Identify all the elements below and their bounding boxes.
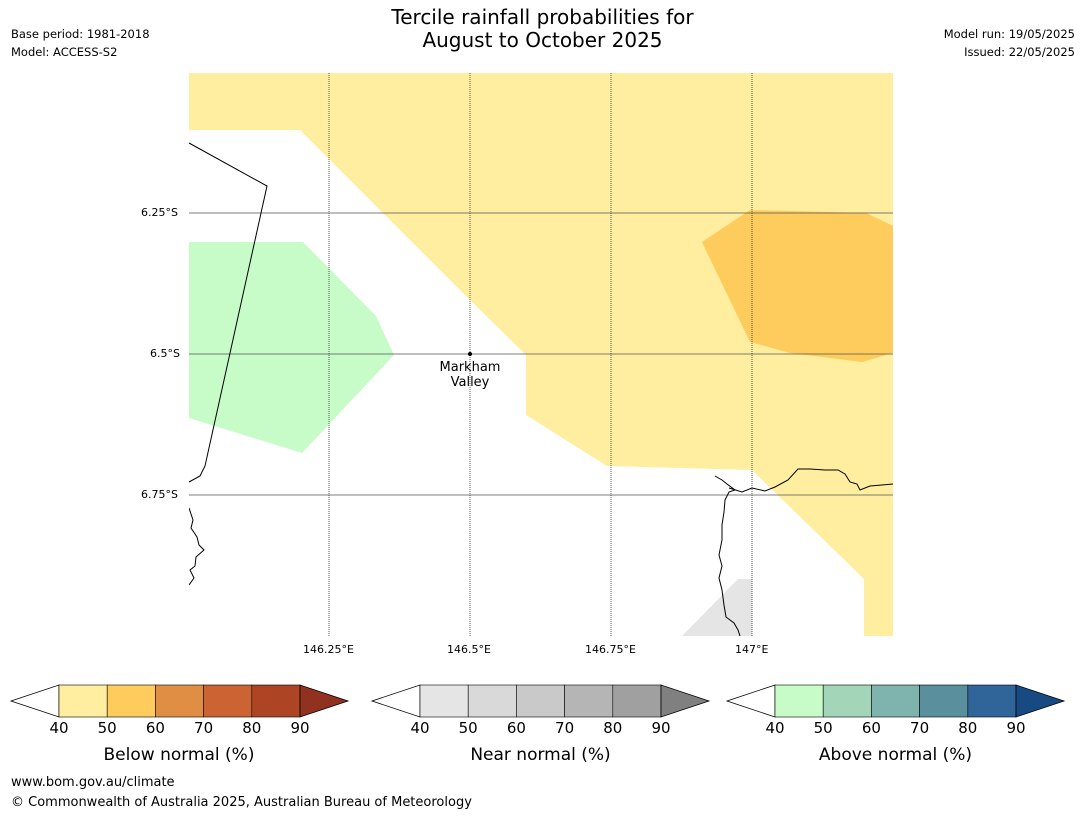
coastline-west bbox=[189, 507, 205, 586]
legend-below-normal-tick: 90 bbox=[290, 719, 310, 737]
legend-below-normal-over-arrow bbox=[299, 684, 350, 718]
place-label-line2: Valley bbox=[450, 375, 490, 390]
legend-above-normal bbox=[725, 684, 1066, 718]
legend-above-normal-tick: 50 bbox=[813, 719, 833, 737]
probability-layer bbox=[189, 73, 893, 636]
legend-below-normal-tick: 60 bbox=[145, 719, 165, 737]
legend-above-normal-under-arrow bbox=[725, 684, 776, 718]
markham-valley-marker bbox=[468, 352, 472, 356]
legend-above-normal-tick: 60 bbox=[861, 719, 881, 737]
legend-below-normal-tick: 70 bbox=[194, 719, 214, 737]
place-label-markham-valley: Markham Valley bbox=[420, 360, 520, 390]
legend-near-normal-tick: 60 bbox=[506, 719, 526, 737]
legend-above-normal-tick: 70 bbox=[910, 719, 930, 737]
coastline-north-huon bbox=[728, 468, 893, 493]
legend-above-normal-tick: 90 bbox=[1006, 719, 1026, 737]
coastlines bbox=[189, 142, 893, 636]
legend-below-normal-segment bbox=[155, 684, 204, 718]
legend-below-normal-under-arrow bbox=[9, 684, 60, 718]
legend-above-normal-segment bbox=[919, 684, 969, 718]
legend-above-normal-segment bbox=[774, 684, 824, 718]
legend-above-normal-segment bbox=[967, 684, 1017, 718]
legend-title-above-normal: Above normal (%) bbox=[818, 745, 973, 765]
legend-above-normal-tick: 40 bbox=[765, 719, 785, 737]
legend-near-normal-tick: 70 bbox=[555, 719, 575, 737]
lon-label-146-25: 146.25°E bbox=[303, 643, 354, 656]
lon-label-146-5: 146.5°E bbox=[447, 643, 491, 656]
legend-below-normal-segment bbox=[58, 684, 108, 718]
legend-near-normal-segment bbox=[612, 684, 662, 718]
legend-near-normal-tick: 90 bbox=[651, 719, 671, 737]
footer-copyright: © Commonwealth of Australia 2025, Austra… bbox=[11, 795, 472, 810]
region-below-normal-40-50 bbox=[189, 73, 893, 636]
map-title: Tercile rainfall probabilities for Augus… bbox=[0, 6, 1085, 52]
header-meta-left: Base period: 1981-2018 Model: ACCESS-S2 bbox=[11, 25, 150, 61]
legend-title-near-normal: Near normal (%) bbox=[470, 745, 611, 765]
legend-near-normal-segment bbox=[516, 684, 565, 718]
legend-near-normal-tick: 40 bbox=[410, 719, 430, 737]
legend-near-normal-segment bbox=[419, 684, 469, 718]
legend-near-normal-segment bbox=[564, 684, 614, 718]
legend-below-normal bbox=[9, 684, 350, 718]
map-title-line1: Tercile rainfall probabilities for bbox=[391, 5, 694, 29]
legend-near-normal-tick: 50 bbox=[458, 719, 478, 737]
region-near-normal-40-50 bbox=[682, 579, 752, 636]
model-run-label: Model run: 19/05/2025 bbox=[943, 27, 1075, 41]
lat-label-6-5: 6.5°S bbox=[150, 347, 180, 360]
legend-colorbars bbox=[9, 684, 1066, 718]
legend-below-normal-tick: 80 bbox=[242, 719, 262, 737]
model-label: Model: ACCESS-S2 bbox=[11, 45, 118, 59]
legend-near-normal-under-arrow bbox=[370, 684, 421, 718]
issued-label: Issued: 22/05/2025 bbox=[964, 45, 1075, 59]
legend-below-normal-segment bbox=[203, 684, 253, 718]
legend-near-normal-tick: 80 bbox=[603, 719, 623, 737]
latitude-gridlines bbox=[189, 212, 893, 496]
legend-below-normal-tick: 40 bbox=[49, 719, 69, 737]
lon-label-147: 147°E bbox=[735, 643, 769, 656]
legend-below-normal-tick: 50 bbox=[97, 719, 117, 737]
lat-label-6-75: 6.75°S bbox=[141, 488, 178, 501]
map-canvas bbox=[189, 73, 893, 636]
map-title-line2: August to October 2025 bbox=[422, 28, 663, 52]
legend-below-normal-segment bbox=[251, 684, 301, 718]
legend-above-normal-tick: 80 bbox=[958, 719, 978, 737]
region-below-normal-50-60 bbox=[702, 210, 893, 362]
legend-title-below-normal: Below normal (%) bbox=[103, 745, 255, 765]
legend-near-normal-over-arrow bbox=[660, 684, 711, 718]
border-line bbox=[189, 142, 268, 483]
lon-label-146-75: 146.75°E bbox=[585, 643, 636, 656]
footer-url[interactable]: www.bom.gov.au/climate bbox=[11, 775, 175, 790]
legend-above-normal-segment bbox=[822, 684, 872, 718]
base-period-label: Base period: 1981-2018 bbox=[11, 27, 150, 41]
header-meta-right: Model run: 19/05/2025 Issued: 22/05/2025 bbox=[944, 25, 1075, 61]
legend-near-normal-segment bbox=[467, 684, 517, 718]
legend-above-normal-segment bbox=[871, 684, 920, 718]
legend-above-normal-over-arrow bbox=[1015, 684, 1066, 718]
place-label-line1: Markham bbox=[439, 360, 501, 375]
legend-below-normal-segment bbox=[106, 684, 156, 718]
legend-near-normal bbox=[370, 684, 711, 718]
region-above-normal-40-50 bbox=[189, 242, 394, 453]
lat-label-6-25: 6.25°S bbox=[141, 206, 178, 219]
